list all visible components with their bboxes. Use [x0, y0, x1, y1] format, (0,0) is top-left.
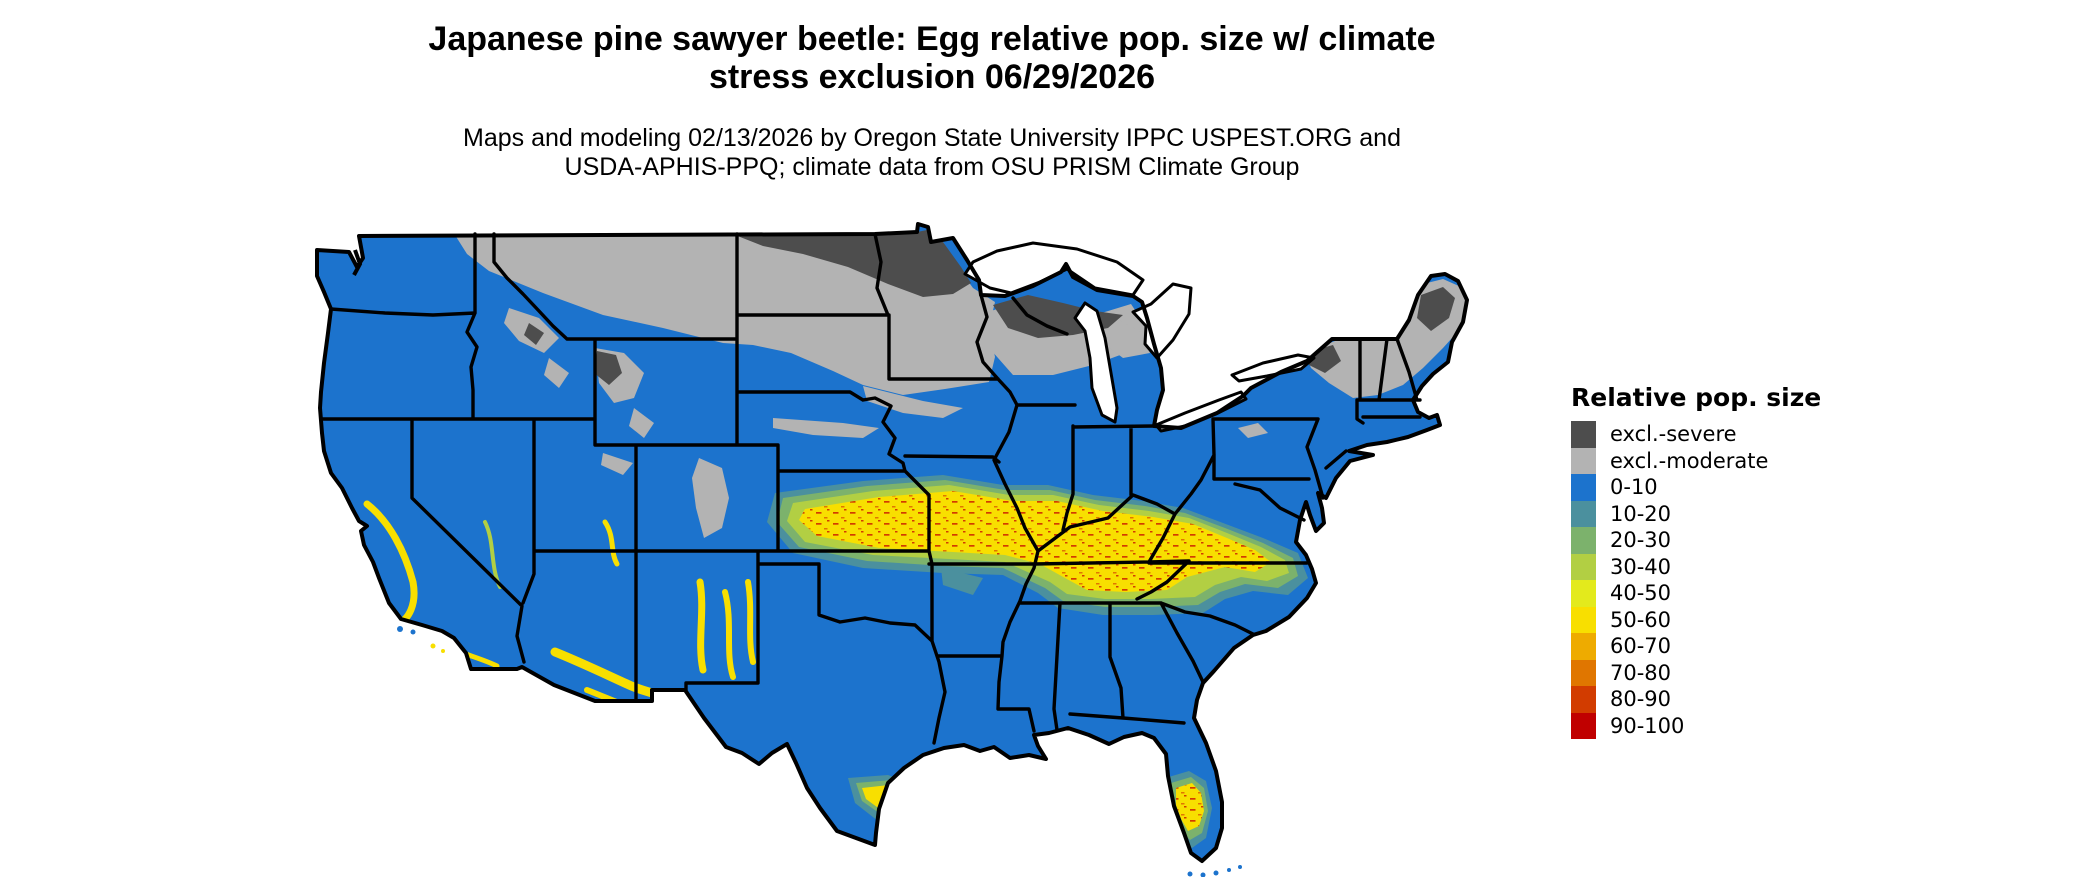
legend-rows: excl.-severe excl.-moderate 0-10 10-20 2… [1571, 421, 1831, 739]
channel-islands [397, 626, 445, 653]
legend-row: 40-50 [1571, 580, 1831, 607]
title-line-2: stress exclusion 06/29/2026 [708, 58, 1156, 96]
legend-label: excl.-moderate [1610, 448, 1769, 473]
legend-label: 10-20 [1610, 501, 1672, 526]
legend-label: 30-40 [1610, 554, 1672, 579]
title-block: Japanese pine sawyer beetle: Egg relativ… [307, 20, 1557, 182]
legend-row: 60-70 [1571, 633, 1831, 660]
florida-keys [1187, 865, 1242, 878]
legend-color-swatch [1571, 686, 1596, 713]
legend-label: 80-90 [1610, 687, 1672, 712]
legend-label: 90-100 [1610, 713, 1685, 738]
legend-color-swatch [1571, 500, 1596, 527]
legend-row: 20-30 [1571, 527, 1831, 554]
us-map [315, 222, 1469, 878]
legend-row: 10-20 [1571, 500, 1831, 527]
legend-label: excl.-severe [1610, 422, 1737, 447]
legend-color-swatch [1571, 580, 1596, 607]
legend-row: 30-40 [1571, 553, 1831, 580]
legend-row: 50-60 [1571, 606, 1831, 633]
legend-color-swatch [1571, 474, 1596, 501]
map-region-excl-severe [524, 230, 1455, 385]
legend-label: 20-30 [1610, 528, 1672, 553]
legend-label: 70-80 [1610, 660, 1672, 685]
lake-erie [1154, 390, 1248, 433]
legend-color-swatch [1571, 659, 1596, 686]
page-subtitle: Maps and modeling 02/13/2026 by Oregon S… [307, 124, 1557, 182]
great-lakes [963, 241, 1316, 433]
legend-label: 40-50 [1610, 581, 1672, 606]
legend-color-swatch [1571, 633, 1596, 660]
legend-label: 0-10 [1610, 475, 1658, 500]
legend-color-swatch [1571, 527, 1596, 554]
legend-color-swatch [1571, 606, 1596, 633]
legend-color-swatch [1571, 553, 1596, 580]
lake-huron [1131, 282, 1193, 360]
legend-color-swatch [1571, 421, 1596, 448]
legend: Relative pop. size excl.-severe excl.-mo… [1571, 383, 1831, 739]
legend-row: excl.-moderate [1571, 447, 1831, 474]
legend-color-swatch [1571, 447, 1596, 474]
legend-row: excl.-severe [1571, 421, 1831, 448]
legend-color-swatch [1571, 712, 1596, 739]
lake-ontario [1230, 353, 1316, 383]
legend-label: 50-60 [1610, 607, 1672, 632]
legend-row: 70-80 [1571, 659, 1831, 686]
legend-row: 0-10 [1571, 474, 1831, 501]
map-container [305, 222, 1480, 878]
subtitle-line-2: USDA-APHIS-PPQ; climate data from OSU PR… [564, 153, 1300, 181]
lake-michigan [1073, 301, 1119, 424]
title-line-1: Japanese pine sawyer beetle: Egg relativ… [428, 20, 1436, 58]
subtitle-line-1: Maps and modeling 02/13/2026 by Oregon S… [463, 124, 1401, 152]
legend-label: 60-70 [1610, 634, 1672, 659]
legend-title: Relative pop. size [1571, 383, 1822, 412]
puget-sound [352, 249, 363, 276]
map-speckles-high-values [799, 491, 1271, 831]
legend-row: 80-90 [1571, 686, 1831, 713]
state-borders [319, 232, 1422, 745]
legend-row: 90-100 [1571, 712, 1831, 739]
page-title: Japanese pine sawyer beetle: Egg relativ… [307, 20, 1557, 96]
